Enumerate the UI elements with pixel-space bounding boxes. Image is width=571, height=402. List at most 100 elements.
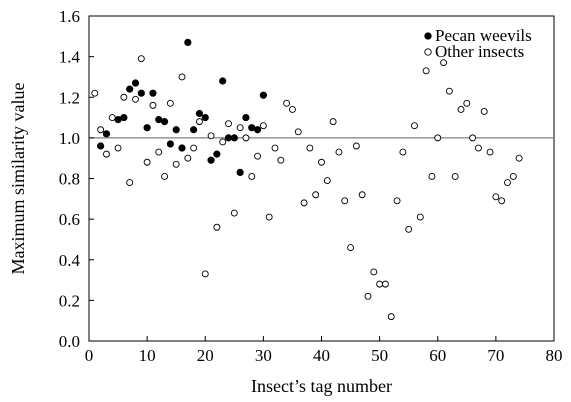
data-point-pecan-weevils bbox=[131, 79, 140, 87]
legend-marker-pecan-weevils bbox=[424, 32, 432, 40]
data-point-pecan-weevils bbox=[137, 89, 145, 97]
y-tick-label: 0.2 bbox=[59, 291, 80, 310]
legend: Pecan weevils Other insects bbox=[424, 26, 532, 61]
data-point-other-insects bbox=[312, 191, 320, 199]
data-points bbox=[91, 38, 523, 321]
data-point-other-insects bbox=[259, 122, 267, 130]
x-tick-label: 20 bbox=[197, 346, 214, 365]
data-point-other-insects bbox=[451, 173, 459, 180]
data-point-other-insects bbox=[277, 156, 285, 164]
data-point-other-insects bbox=[376, 280, 384, 288]
data-point-pecan-weevils bbox=[149, 89, 157, 97]
y-tick-label: 1.6 bbox=[59, 7, 80, 26]
x-tick-label: 30 bbox=[255, 346, 272, 365]
data-point-other-insects bbox=[114, 144, 122, 152]
data-point-other-insects bbox=[381, 280, 389, 288]
data-point-other-insects bbox=[230, 209, 238, 217]
data-point-other-insects bbox=[480, 108, 488, 115]
data-point-pecan-weevils bbox=[172, 126, 180, 134]
data-point-pecan-weevils bbox=[102, 130, 111, 138]
data-point-pecan-weevils bbox=[219, 77, 227, 85]
data-point-other-insects bbox=[166, 99, 174, 107]
data-point-other-insects bbox=[445, 87, 453, 95]
data-point-pecan-weevils bbox=[242, 113, 250, 122]
data-point-other-insects bbox=[335, 148, 343, 156]
data-point-other-insects bbox=[364, 292, 372, 300]
data-point-other-insects bbox=[358, 191, 366, 199]
data-point-other-insects bbox=[108, 114, 116, 122]
data-point-other-insects bbox=[225, 120, 232, 128]
data-point-other-insects bbox=[143, 158, 151, 166]
data-point-pecan-weevils bbox=[126, 85, 134, 93]
data-point-pecan-weevils bbox=[120, 113, 128, 122]
data-point-other-insects bbox=[294, 128, 302, 136]
data-point-pecan-weevils bbox=[207, 156, 215, 164]
data-point-other-insects bbox=[352, 142, 360, 150]
data-point-other-insects bbox=[405, 225, 413, 233]
data-point-other-insects bbox=[172, 160, 180, 168]
data-point-other-insects bbox=[283, 99, 291, 107]
data-point-other-insects bbox=[329, 118, 337, 126]
data-point-other-insects bbox=[120, 93, 128, 101]
data-point-other-insects bbox=[288, 105, 296, 113]
data-point-other-insects bbox=[370, 268, 378, 276]
data-point-pecan-weevils bbox=[190, 126, 198, 134]
data-point-other-insects bbox=[498, 197, 506, 205]
data-point-other-insects bbox=[178, 73, 186, 81]
data-point-other-insects bbox=[306, 144, 314, 152]
data-point-other-insects bbox=[434, 134, 442, 142]
x-tick-label: 70 bbox=[487, 346, 504, 365]
data-point-pecan-weevils bbox=[160, 118, 169, 126]
data-point-other-insects bbox=[393, 197, 401, 205]
data-point-other-insects bbox=[126, 179, 134, 187]
data-point-other-insects bbox=[341, 197, 349, 205]
x-tick-label: 10 bbox=[139, 346, 156, 365]
x-axis-title: Insect’s tag number bbox=[251, 376, 392, 396]
data-point-other-insects bbox=[254, 152, 262, 160]
data-point-pecan-weevils bbox=[230, 134, 238, 142]
data-point-other-insects bbox=[137, 55, 145, 63]
y-axis-ticks: 0.0 0.2 0.4 0.6 0.8 1.0 1.2 1.4 1.6 bbox=[59, 7, 94, 351]
x-tick-label: 50 bbox=[371, 346, 388, 365]
data-point-pecan-weevils bbox=[259, 91, 267, 99]
y-tick-label: 0.6 bbox=[59, 210, 80, 229]
data-point-pecan-weevils bbox=[213, 150, 221, 158]
data-point-other-insects bbox=[323, 177, 331, 184]
data-point-pecan-weevils bbox=[97, 142, 105, 150]
data-point-other-insects bbox=[219, 138, 227, 146]
data-point-other-insects bbox=[428, 173, 436, 180]
x-tick-label: 60 bbox=[429, 346, 446, 365]
plot-area bbox=[88, 15, 555, 342]
data-point-other-insects bbox=[271, 144, 279, 152]
data-point-other-insects bbox=[155, 148, 163, 156]
data-point-other-insects bbox=[207, 132, 215, 140]
y-tick-label: 1.4 bbox=[59, 48, 81, 67]
data-point-other-insects bbox=[387, 313, 395, 321]
data-point-other-insects bbox=[236, 124, 244, 132]
data-point-other-insects bbox=[265, 213, 273, 221]
data-point-other-insects bbox=[416, 213, 424, 221]
data-point-other-insects bbox=[184, 154, 192, 162]
data-point-other-insects bbox=[190, 144, 198, 152]
data-point-pecan-weevils bbox=[143, 124, 151, 132]
data-point-pecan-weevils bbox=[178, 144, 186, 152]
data-point-other-insects bbox=[399, 148, 407, 156]
data-point-other-insects bbox=[469, 134, 477, 142]
data-point-other-insects bbox=[411, 122, 418, 130]
y-tick-label: 1.2 bbox=[59, 88, 80, 107]
data-point-other-insects bbox=[504, 179, 511, 187]
data-point-other-insects bbox=[347, 244, 355, 252]
data-point-other-insects bbox=[195, 118, 203, 126]
data-point-pecan-weevils bbox=[166, 140, 174, 148]
x-axis-ticks: 0 10 20 30 40 50 60 70 80 bbox=[85, 336, 563, 365]
y-axis-title: Maximum similarity value bbox=[8, 83, 28, 275]
data-point-other-insects bbox=[486, 148, 494, 156]
data-point-other-insects bbox=[463, 99, 471, 107]
data-point-pecan-weevils bbox=[236, 168, 244, 177]
data-point-other-insects bbox=[422, 67, 430, 75]
x-tick-label: 0 bbox=[85, 346, 94, 365]
data-point-other-insects bbox=[318, 158, 325, 166]
data-point-other-insects bbox=[248, 173, 256, 180]
legend-label-pecan-weevils: Pecan weevils bbox=[435, 26, 532, 45]
